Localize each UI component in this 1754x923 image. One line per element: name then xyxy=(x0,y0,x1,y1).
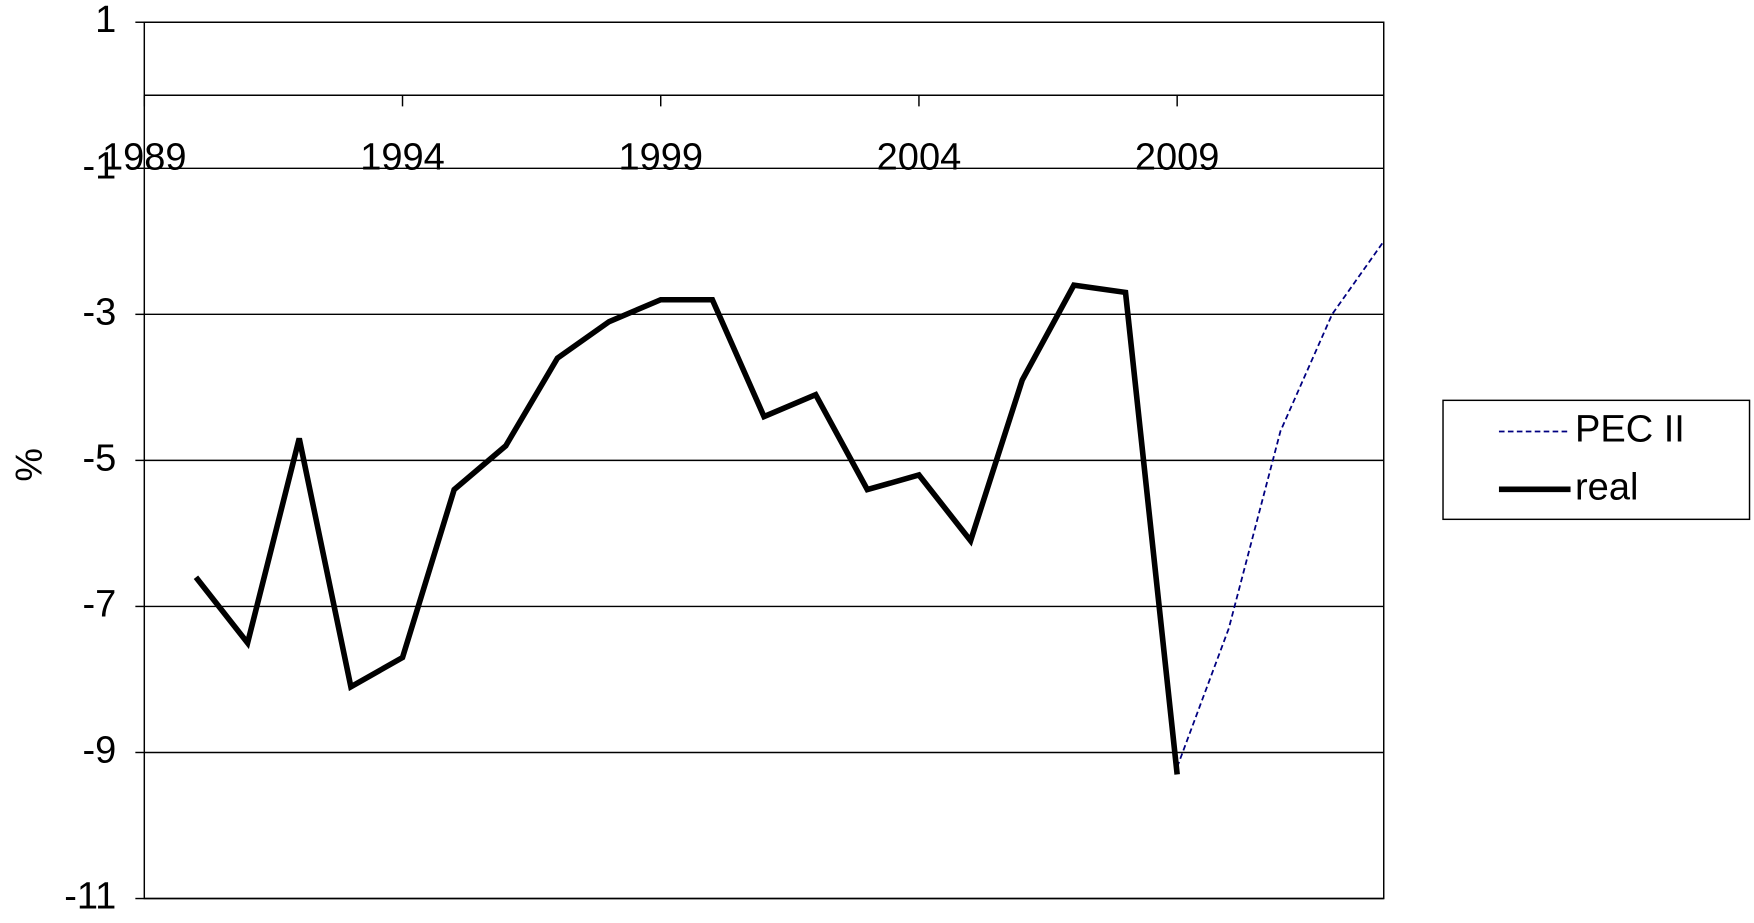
y-tick-label: -7 xyxy=(83,584,117,626)
series-line xyxy=(1176,240,1385,768)
legend-label: PEC II xyxy=(1575,409,1685,451)
y-tick-label: -1 xyxy=(83,145,117,187)
y-axis-label: % xyxy=(8,448,50,482)
series-line xyxy=(193,282,1180,775)
x-tick-label: 2009 xyxy=(1135,137,1220,179)
x-tick-label: 1994 xyxy=(360,137,445,179)
legend-label: real xyxy=(1575,466,1638,508)
y-tick-label: -9 xyxy=(83,730,117,772)
legend-box xyxy=(1442,399,1751,521)
y-tick-label: -5 xyxy=(83,437,117,479)
y-tick-label: -3 xyxy=(83,291,117,333)
x-tick-label: 1989 xyxy=(102,137,187,179)
x-tick-label: 2004 xyxy=(877,137,962,179)
y-tick-label: -11 xyxy=(64,876,116,918)
y-tick-label: 1 xyxy=(95,0,116,41)
x-tick-label: 1999 xyxy=(618,137,703,179)
